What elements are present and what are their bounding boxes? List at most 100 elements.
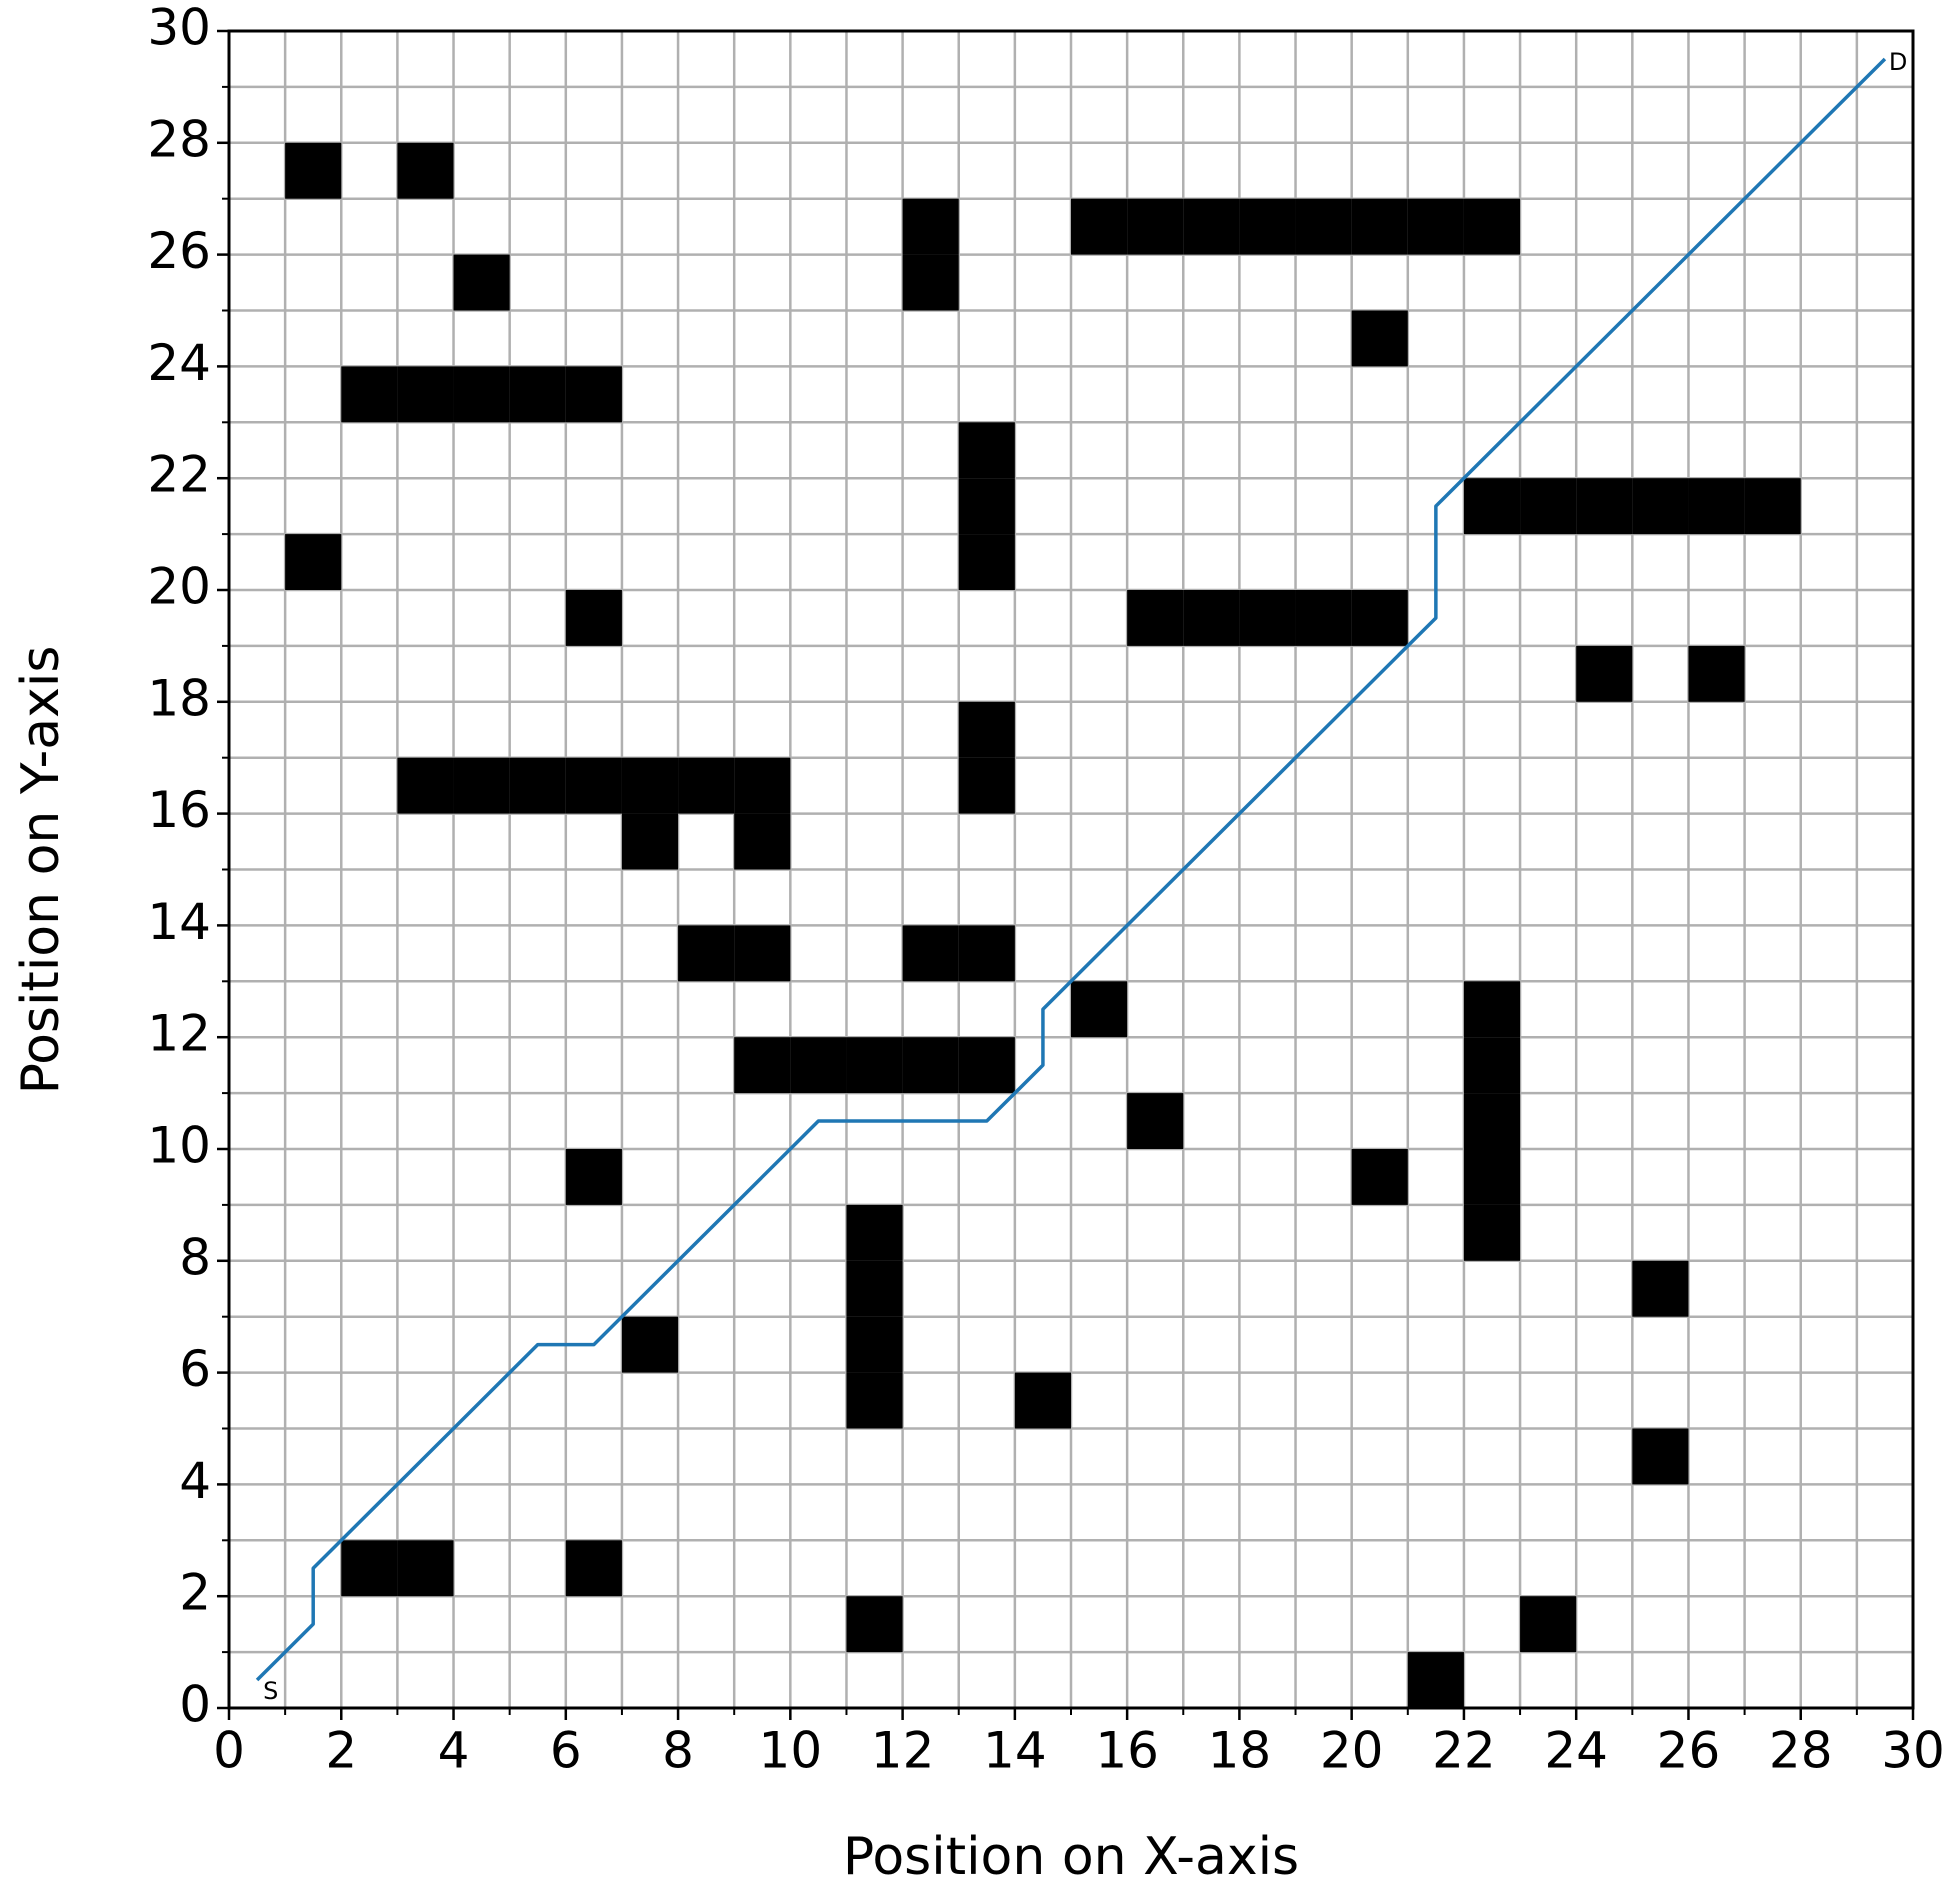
obstacle	[453, 366, 510, 423]
obstacle	[902, 198, 959, 255]
obstacle	[1463, 1037, 1521, 1094]
obstacle	[1183, 590, 1240, 646]
obstacle	[397, 757, 454, 814]
obstacle	[1239, 198, 1296, 255]
obstacle	[565, 366, 622, 423]
obstacle	[958, 925, 1015, 982]
obstacle	[565, 1149, 622, 1205]
obstacle	[1463, 1204, 1521, 1261]
annotation: S	[263, 1677, 278, 1705]
obstacle	[621, 813, 679, 870]
obstacle	[1688, 478, 1745, 535]
obstacle	[1351, 590, 1408, 646]
obstacle	[1183, 198, 1240, 255]
x-axis-label: Position on X-axis	[843, 1827, 1299, 1887]
y-tick-label: 20	[147, 558, 211, 616]
obstacle	[1407, 1652, 1464, 1708]
obstacle	[1463, 1149, 1521, 1205]
obstacle	[565, 757, 622, 814]
obstacle	[453, 757, 510, 814]
y-tick-label: 2	[179, 1564, 211, 1622]
obstacle	[734, 925, 791, 982]
x-tick-label: 4	[438, 1722, 470, 1780]
y-tick-label: 0	[179, 1676, 211, 1734]
obstacle	[1632, 478, 1689, 535]
axes: 0 2 4 6 8 10 12 14 16 18 20 22 24 26 28 300246810121416…	[147, 0, 1944, 1780]
y-tick-label: 22	[147, 446, 211, 504]
obstacle	[1632, 1260, 1689, 1317]
obstacle	[846, 1596, 903, 1653]
y-tick-label: 10	[147, 1117, 211, 1175]
obstacle	[1576, 478, 1633, 535]
y-tick-label: 30	[147, 0, 211, 57]
obstacle	[509, 757, 566, 814]
obstacle	[902, 254, 959, 311]
obstacle	[509, 366, 566, 423]
obstacle	[958, 1037, 1015, 1094]
y-tick-label: 18	[147, 669, 211, 727]
obstacle	[397, 366, 454, 423]
obstacle	[285, 534, 342, 590]
obstacle	[790, 1037, 847, 1094]
obstacle	[1463, 1093, 1521, 1149]
x-tick-label: 16	[1095, 1722, 1159, 1780]
obstacle	[341, 366, 398, 423]
x-tick-label: 2	[325, 1722, 357, 1780]
obstacle	[621, 1316, 679, 1373]
y-tick-label: 6	[179, 1340, 211, 1398]
obstacle	[1127, 198, 1184, 255]
obstacle	[1520, 478, 1577, 535]
x-tick-label: 22	[1432, 1722, 1496, 1780]
obstacle	[958, 701, 1015, 758]
obstacle	[958, 534, 1015, 590]
x-tick-label: 0	[213, 1722, 245, 1780]
x-tick-label: 28	[1769, 1722, 1833, 1780]
obstacle	[846, 1037, 903, 1094]
obstacle	[453, 254, 510, 311]
path-line	[255, 57, 1887, 1682]
x-tick-label: 10	[759, 1722, 823, 1780]
obstacles	[285, 142, 1801, 1708]
obstacle	[678, 925, 735, 982]
obstacle	[958, 757, 1015, 814]
y-tick-label: 12	[147, 1005, 211, 1063]
obstacle	[1463, 198, 1521, 255]
obstacle	[846, 1372, 903, 1429]
obstacle	[1520, 1596, 1577, 1653]
y-tick-label: 8	[179, 1228, 211, 1286]
obstacle	[678, 757, 735, 814]
obstacle	[1744, 478, 1801, 535]
x-tick-label: 18	[1208, 1722, 1272, 1780]
obstacle	[621, 757, 679, 814]
annotation: D	[1889, 48, 1907, 76]
x-tick-label: 14	[983, 1722, 1047, 1780]
y-tick-label: 28	[147, 110, 211, 168]
x-tick-label: 26	[1657, 1722, 1721, 1780]
obstacle	[1127, 590, 1184, 646]
obstacle	[1463, 981, 1521, 1038]
obstacle	[902, 925, 959, 982]
obstacle	[1351, 1149, 1408, 1205]
obstacle	[1071, 198, 1128, 255]
obstacle	[285, 142, 342, 199]
obstacle	[734, 813, 791, 870]
obstacle	[341, 1540, 398, 1597]
obstacle	[1463, 478, 1521, 535]
y-tick-label: 14	[147, 893, 211, 951]
obstacle	[1632, 1428, 1689, 1485]
obstacle	[734, 1037, 791, 1094]
obstacle	[846, 1260, 903, 1317]
obstacle	[397, 1540, 454, 1597]
y-tick-label: 16	[147, 781, 211, 839]
x-tick-label: 24	[1544, 1722, 1608, 1780]
obstacle	[1351, 198, 1408, 255]
obstacle	[1688, 645, 1745, 702]
x-tick-label: 20	[1320, 1722, 1384, 1780]
obstacle	[958, 422, 1015, 479]
obstacle	[397, 142, 454, 199]
obstacle	[1071, 981, 1128, 1038]
y-tick-label: 24	[147, 334, 211, 392]
y-tick-label: 4	[179, 1452, 211, 1510]
obstacle	[1014, 1372, 1071, 1429]
